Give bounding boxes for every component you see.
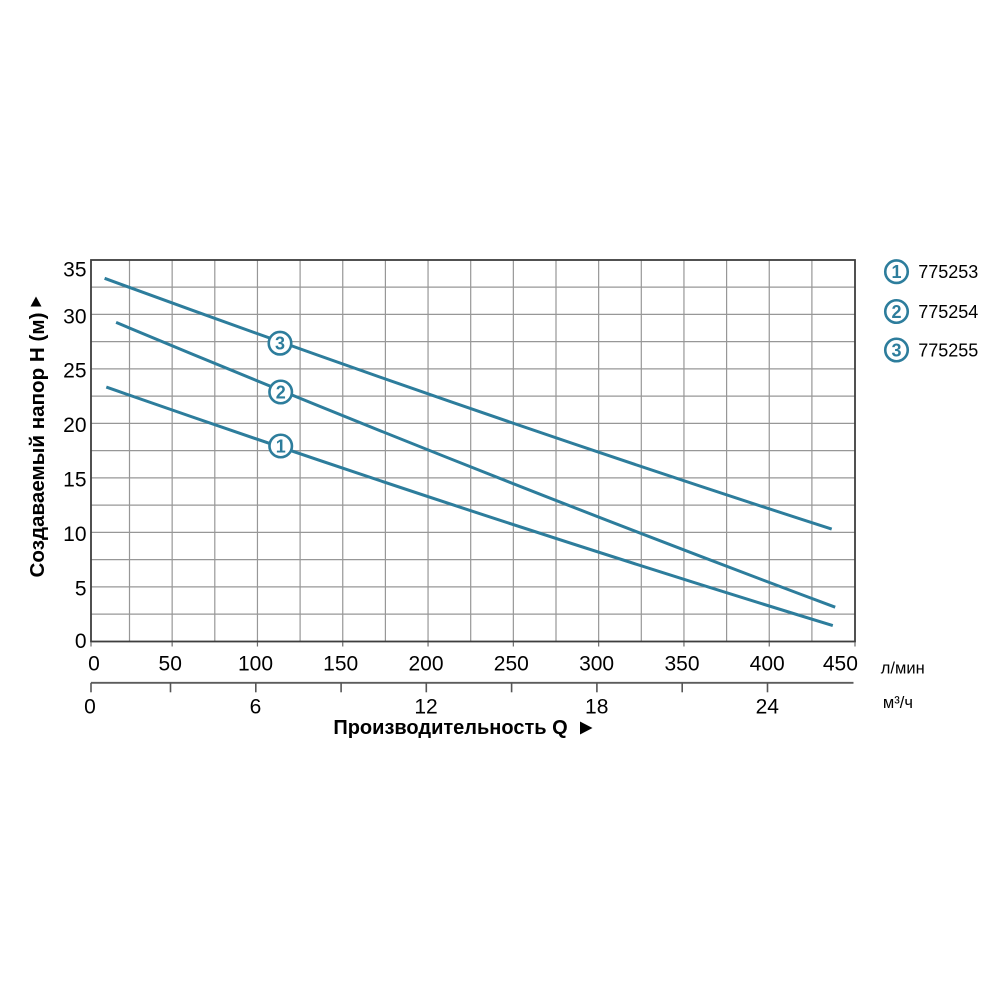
svg-text:3: 3 [891, 340, 901, 360]
svg-text:250: 250 [494, 653, 529, 676]
svg-text:2: 2 [891, 302, 901, 322]
svg-text:0: 0 [84, 696, 96, 719]
svg-text:Производительность Q: Производительность Q [333, 717, 567, 739]
svg-text:100: 100 [238, 653, 273, 676]
svg-text:300: 300 [579, 653, 614, 676]
svg-text:150: 150 [323, 653, 358, 676]
svg-text:2: 2 [276, 382, 286, 402]
svg-text:775255: 775255 [918, 341, 978, 361]
svg-text:24: 24 [756, 696, 780, 719]
svg-text:30: 30 [63, 306, 86, 329]
svg-text:3: 3 [275, 334, 285, 354]
svg-text:15: 15 [63, 469, 86, 492]
svg-text:0: 0 [88, 653, 100, 676]
svg-text:18: 18 [585, 696, 608, 719]
svg-text:6: 6 [250, 696, 262, 719]
svg-text:1: 1 [891, 262, 901, 282]
svg-text:25: 25 [63, 360, 86, 383]
svg-text:1: 1 [276, 436, 286, 456]
svg-text:350: 350 [664, 653, 699, 676]
svg-text:л/мин: л/мин [881, 660, 925, 678]
svg-text:775254: 775254 [918, 302, 978, 322]
svg-text:0: 0 [75, 630, 87, 653]
svg-text:12: 12 [414, 696, 437, 719]
svg-text:775253: 775253 [918, 262, 978, 282]
svg-text:м³/ч: м³/ч [883, 694, 913, 712]
svg-text:400: 400 [750, 653, 785, 676]
svg-text:450: 450 [823, 653, 858, 676]
svg-text:50: 50 [159, 653, 182, 676]
svg-text:20: 20 [63, 414, 86, 437]
svg-text:5: 5 [75, 578, 87, 601]
svg-text:35: 35 [63, 259, 86, 282]
svg-text:200: 200 [408, 653, 443, 676]
svg-text:Создаваемый напор H (м): Создаваемый напор H (м) [26, 313, 49, 578]
svg-text:10: 10 [63, 523, 86, 546]
